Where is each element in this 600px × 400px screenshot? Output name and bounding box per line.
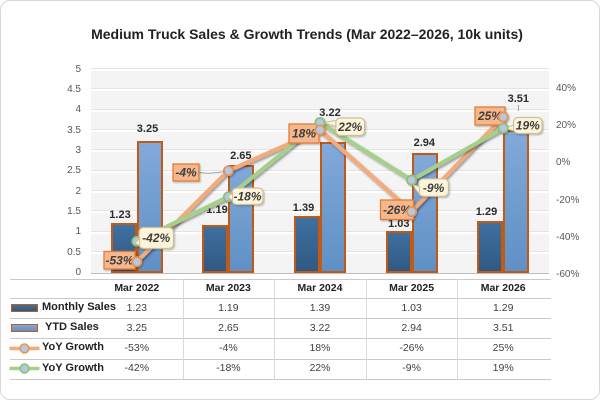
svg-text:22%: 22% <box>337 120 362 134</box>
svg-text:25%: 25% <box>477 109 502 123</box>
svg-text:-53%: -53% <box>105 253 133 267</box>
svg-text:-9%: -9% <box>423 181 445 195</box>
svg-text:-42%: -42% <box>142 231 170 245</box>
svg-text:19%: 19% <box>516 119 540 133</box>
svg-text:-4%: -4% <box>175 166 197 180</box>
svg-text:18%: 18% <box>292 127 316 141</box>
svg-text:-26%: -26% <box>383 203 411 217</box>
svg-text:-18%: -18% <box>233 189 261 203</box>
